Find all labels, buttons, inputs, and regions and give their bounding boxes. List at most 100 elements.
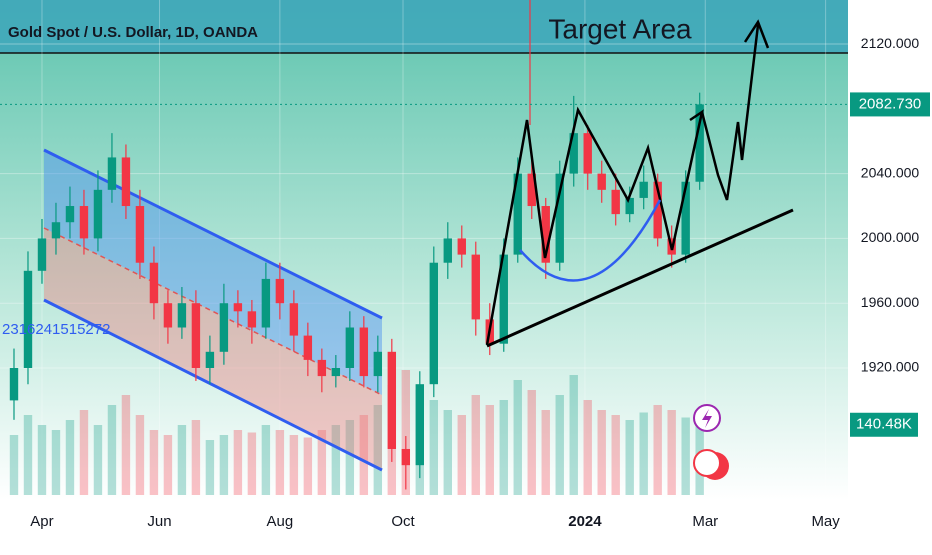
volume-bar xyxy=(569,375,578,495)
volume-bar xyxy=(191,420,201,495)
volume-bar xyxy=(205,440,215,495)
volume-bar xyxy=(527,390,536,495)
grid xyxy=(0,43,848,45)
y-tick-label: 2000.000 xyxy=(861,229,920,245)
channel-bottom xyxy=(43,298,383,472)
target-band xyxy=(0,0,848,53)
volume-bar xyxy=(499,400,508,495)
volume-bar xyxy=(149,430,159,495)
candle-body xyxy=(653,181,662,239)
candle-body xyxy=(499,254,508,344)
volume-bar xyxy=(219,435,229,495)
volume-bar xyxy=(471,395,480,495)
candle-body xyxy=(121,157,131,207)
volume-bar xyxy=(681,417,690,495)
candle-body xyxy=(191,303,201,368)
trendline xyxy=(486,208,794,348)
candle-body xyxy=(443,238,452,263)
x-axis-background xyxy=(0,500,932,550)
candle-body xyxy=(345,327,355,368)
candle-body xyxy=(163,303,173,328)
annotation: 2316241515272 xyxy=(2,321,110,338)
candle-body xyxy=(639,181,648,198)
x-tick-label: Jun xyxy=(147,513,171,530)
volume-bar xyxy=(23,415,33,495)
candle-body xyxy=(233,303,243,312)
candle-body xyxy=(415,384,424,466)
candle-body xyxy=(695,104,704,182)
candle-body xyxy=(37,238,47,271)
volume-bar xyxy=(457,415,466,495)
candle-body xyxy=(541,206,550,263)
candle-body xyxy=(317,359,327,377)
candle-body xyxy=(555,173,564,263)
volume-bar xyxy=(625,420,634,495)
candle-body xyxy=(513,173,522,255)
candle-body xyxy=(289,303,299,336)
candle-body xyxy=(9,367,19,401)
volume-bar xyxy=(65,420,75,495)
x-tick-label: May xyxy=(811,513,840,530)
volume-bar xyxy=(275,430,285,495)
candles xyxy=(9,92,704,490)
flag-icon xyxy=(693,449,721,477)
y-tick-label: 1920.000 xyxy=(861,359,920,375)
channel-top xyxy=(43,148,383,320)
volume-bar xyxy=(37,425,47,495)
candle-body xyxy=(177,303,187,328)
volume-bar xyxy=(163,435,173,495)
annotation: Target Area xyxy=(548,13,692,44)
candle-body xyxy=(569,133,578,174)
candle-body xyxy=(65,206,75,223)
volume-bar xyxy=(93,425,103,495)
volume-bar xyxy=(247,432,257,495)
candle-body xyxy=(303,335,313,360)
candle-body xyxy=(401,448,411,466)
volume-bar xyxy=(485,405,494,495)
candle-body xyxy=(373,351,383,377)
candle-body xyxy=(359,327,369,377)
candle-body xyxy=(149,262,159,304)
last-volume-label: 140.48K xyxy=(856,416,912,433)
x-tick-label: Mar xyxy=(692,513,718,530)
zigzag xyxy=(485,106,704,346)
y-tick-label: 2120.000 xyxy=(861,35,920,51)
channel-lower-fill xyxy=(44,228,382,470)
candle-body xyxy=(51,222,61,239)
x-tick-label: Aug xyxy=(267,513,294,530)
volume-bar xyxy=(289,435,299,495)
chart-title: Gold Spot / U.S. Dollar, 1D, OANDA xyxy=(8,24,258,41)
candle-body xyxy=(625,197,634,215)
y-tick-label: 2040.000 xyxy=(861,164,920,180)
volume-bar xyxy=(331,425,341,495)
last-price-label: 2082.730 xyxy=(859,95,922,112)
volume-bar xyxy=(373,405,383,495)
target-arrow xyxy=(700,24,760,201)
volume-bar xyxy=(597,410,606,495)
volume-bar xyxy=(233,430,243,495)
candle-body xyxy=(247,311,257,328)
volume-bars xyxy=(9,370,704,495)
candle-body xyxy=(205,351,215,368)
volume-bar xyxy=(513,380,522,495)
x-tick-label: Apr xyxy=(30,513,53,530)
volume-bar xyxy=(107,405,117,495)
volume-bar xyxy=(9,435,19,495)
last-price-box xyxy=(850,92,930,117)
last-volume-box xyxy=(850,412,918,437)
volume-bar xyxy=(639,412,648,495)
volume-bar xyxy=(135,415,145,495)
volume-bar xyxy=(443,410,452,495)
volume-bar xyxy=(303,437,313,495)
volume-bar xyxy=(317,430,327,495)
volume-bar xyxy=(653,405,662,495)
candle-body xyxy=(275,278,285,304)
candle-body xyxy=(457,238,466,255)
arrow-head xyxy=(743,19,770,49)
candle-body xyxy=(527,173,536,207)
volume-bar xyxy=(667,410,676,495)
volume-bar xyxy=(555,395,564,495)
cup-arc xyxy=(519,199,662,282)
candle-body xyxy=(261,278,271,328)
candle-body xyxy=(331,367,341,377)
